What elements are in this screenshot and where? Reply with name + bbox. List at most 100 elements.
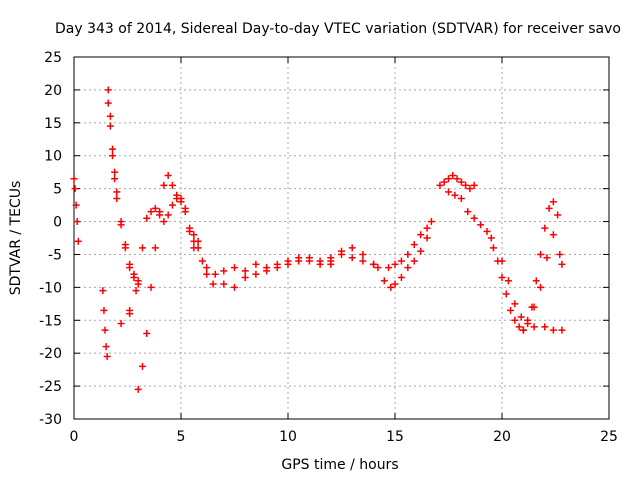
data-point-marker bbox=[423, 234, 431, 242]
data-point-marker bbox=[138, 244, 146, 252]
data-point-marker bbox=[252, 270, 260, 278]
series-final-tail bbox=[519, 323, 566, 334]
series-night-cluster-lower bbox=[445, 188, 495, 242]
series-evening-rise-a bbox=[380, 218, 435, 291]
data-point-marker bbox=[203, 264, 211, 272]
data-point-marker bbox=[132, 287, 140, 295]
x-tick-label: 15 bbox=[386, 429, 404, 445]
data-point-marker bbox=[502, 290, 510, 298]
data-point-marker bbox=[524, 316, 532, 324]
data-point-marker bbox=[160, 181, 168, 189]
data-point-marker bbox=[160, 218, 168, 226]
data-point-marker bbox=[198, 257, 206, 265]
data-point-marker bbox=[543, 254, 551, 262]
data-point-marker bbox=[263, 267, 271, 275]
data-point-marker bbox=[284, 257, 292, 265]
data-point-marker bbox=[220, 267, 228, 275]
data-point-marker bbox=[117, 320, 125, 328]
data-point-marker bbox=[549, 326, 557, 334]
data-point-marker bbox=[99, 287, 107, 295]
data-point-marker bbox=[554, 211, 562, 219]
data-point-marker bbox=[143, 214, 151, 222]
data-point-marker bbox=[507, 306, 515, 314]
data-point-marker bbox=[104, 86, 112, 94]
data-point-marker bbox=[348, 254, 356, 262]
data-point-marker bbox=[156, 211, 164, 219]
data-point-marker bbox=[449, 171, 457, 179]
y-axis-label: SDTVAR / TECUs bbox=[8, 181, 24, 296]
x-tick-label: 0 bbox=[70, 429, 79, 445]
data-point-marker bbox=[558, 326, 566, 334]
data-point-marker bbox=[483, 227, 491, 235]
data-point-marker bbox=[194, 237, 202, 245]
data-point-marker bbox=[252, 260, 260, 268]
data-point-marker bbox=[106, 122, 114, 130]
data-point-marker bbox=[147, 283, 155, 291]
data-point-marker bbox=[101, 326, 109, 334]
data-point-marker bbox=[397, 257, 405, 265]
data-point-marker bbox=[111, 175, 119, 183]
data-point-marker bbox=[532, 277, 540, 285]
y-tick-label: -20 bbox=[39, 346, 62, 362]
data-point-marker bbox=[427, 218, 435, 226]
data-point-marker bbox=[517, 313, 525, 321]
data-point-marker bbox=[130, 270, 138, 278]
data-point-marker bbox=[397, 273, 405, 281]
data-point-marker bbox=[498, 257, 506, 265]
data-point-marker bbox=[117, 221, 125, 229]
data-point-marker bbox=[71, 185, 79, 193]
data-point-marker bbox=[477, 221, 485, 229]
data-point-marker bbox=[470, 214, 478, 222]
y-tick-label: 5 bbox=[53, 182, 62, 198]
y-tick-label: 25 bbox=[44, 50, 62, 66]
data-point-marker bbox=[186, 227, 194, 235]
y-tick-label: -5 bbox=[48, 247, 62, 263]
data-point-marker bbox=[72, 201, 80, 209]
data-point-marker bbox=[359, 257, 367, 265]
data-point-marker bbox=[295, 254, 303, 262]
data-point-marker bbox=[374, 264, 382, 272]
data-point-marker bbox=[231, 264, 238, 272]
y-tick-label: 10 bbox=[44, 149, 62, 165]
data-point-marker bbox=[113, 195, 121, 203]
data-point-marker bbox=[558, 260, 566, 268]
data-point-marker bbox=[109, 152, 117, 160]
series-evening-rise-b bbox=[385, 224, 431, 272]
data-point-marker bbox=[209, 280, 217, 288]
data-point-marker bbox=[537, 283, 545, 291]
data-point-marker bbox=[70, 175, 78, 183]
data-point-marker bbox=[126, 306, 134, 314]
data-point-marker bbox=[511, 316, 519, 324]
data-point-marker bbox=[440, 178, 448, 186]
data-point-marker bbox=[211, 270, 219, 278]
data-point-marker bbox=[417, 247, 425, 255]
data-point-marker bbox=[305, 257, 313, 265]
data-point-marker bbox=[436, 181, 444, 189]
data-point-marker bbox=[466, 185, 474, 193]
data-point-marker bbox=[231, 283, 238, 291]
data-point-marker bbox=[106, 112, 114, 120]
data-point-marker bbox=[348, 244, 356, 252]
plot-frame bbox=[73, 56, 610, 420]
data-point-marker bbox=[134, 280, 142, 288]
data-point-marker bbox=[515, 323, 523, 331]
data-point-marker bbox=[113, 188, 121, 196]
data-point-marker bbox=[530, 323, 538, 331]
data-point-marker bbox=[109, 145, 117, 153]
x-tick-label: 5 bbox=[177, 429, 186, 445]
x-axis-label: GPS time / hours bbox=[281, 457, 398, 473]
data-point-marker bbox=[104, 99, 112, 107]
data-point-marker bbox=[545, 204, 553, 212]
data-point-marker bbox=[100, 306, 108, 314]
data-point-marker bbox=[504, 277, 512, 285]
tick-marks bbox=[73, 56, 610, 420]
series-rising-falling-arc-b bbox=[104, 99, 142, 288]
series-mid-arc-lower bbox=[126, 195, 198, 314]
data-point-marker bbox=[410, 257, 418, 265]
data-point-marker bbox=[181, 208, 189, 216]
y-tick-label: 20 bbox=[44, 83, 62, 99]
data-point-marker bbox=[151, 244, 159, 252]
series-early-low-stub bbox=[99, 287, 111, 360]
data-point-marker bbox=[138, 362, 146, 370]
